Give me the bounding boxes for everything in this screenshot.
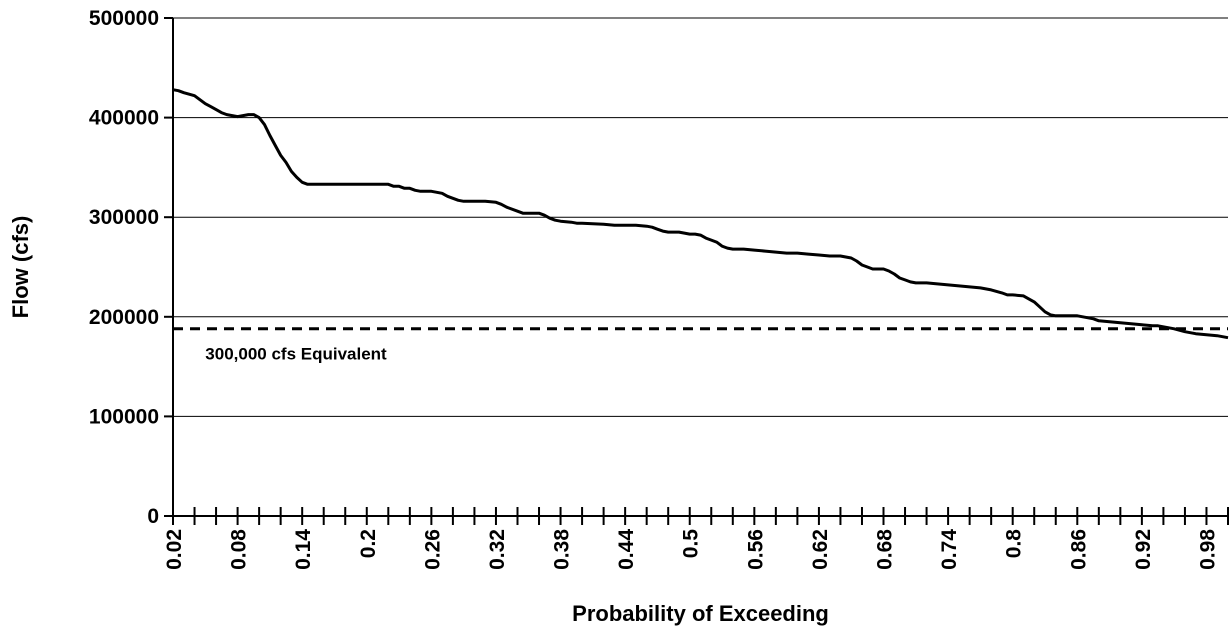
y-tick-label-5: 500000 [89, 7, 159, 30]
x-tick-label-12: 0.74 [938, 529, 961, 570]
axes [172, 18, 1228, 517]
y-axis-ticks: 0 100000 200000 300000 400000 500000 [89, 7, 173, 528]
grid-lines [173, 17, 1228, 417]
x-tick-label-1: 0.08 [228, 529, 251, 570]
x-tick-label-15: 0.92 [1132, 529, 1155, 570]
x-tick-label-4: 0.26 [421, 529, 444, 570]
x-tick-label-0: 0.02 [163, 529, 186, 570]
x-tick-label-11: 0.68 [874, 529, 897, 570]
series-lines [172, 88, 1229, 340]
y-tick-label-1: 100000 [89, 405, 159, 428]
x-tick-label-8: 0.5 [680, 529, 703, 559]
threshold-annotation: 300,000 cfs Equivalent [205, 345, 387, 364]
y-tick-label-4: 400000 [89, 107, 159, 130]
x-tick-label-13: 0.8 [1003, 529, 1026, 559]
y-tick-label-2: 200000 [89, 306, 159, 329]
x-axis-ticks: 0.02 0.08 0.14 0.2 0.26 0.32 0.38 0.44 0.5 0.56 0.… [163, 507, 1229, 570]
y-tick-label-3: 300000 [89, 206, 159, 229]
x-tick-label-6: 0.38 [551, 529, 574, 570]
x-tick-label-14: 0.86 [1067, 529, 1090, 570]
x-tick-label-7: 0.44 [615, 529, 638, 570]
flow-duration-line [172, 88, 1229, 340]
x-tick-label-2: 0.14 [292, 529, 315, 570]
y-tick-label-0: 0 [147, 505, 159, 528]
x-tick-label-5: 0.32 [486, 529, 509, 570]
x-tick-label-9: 0.56 [744, 529, 767, 570]
x-tick-label-10: 0.62 [809, 529, 832, 570]
x-axis-title: Probability of Exceeding [572, 601, 829, 626]
y-axis-title: Flow (cfs) [8, 216, 33, 319]
x-tick-label-3: 0.2 [357, 529, 380, 558]
x-tick-label-16: 0.98 [1196, 529, 1219, 570]
